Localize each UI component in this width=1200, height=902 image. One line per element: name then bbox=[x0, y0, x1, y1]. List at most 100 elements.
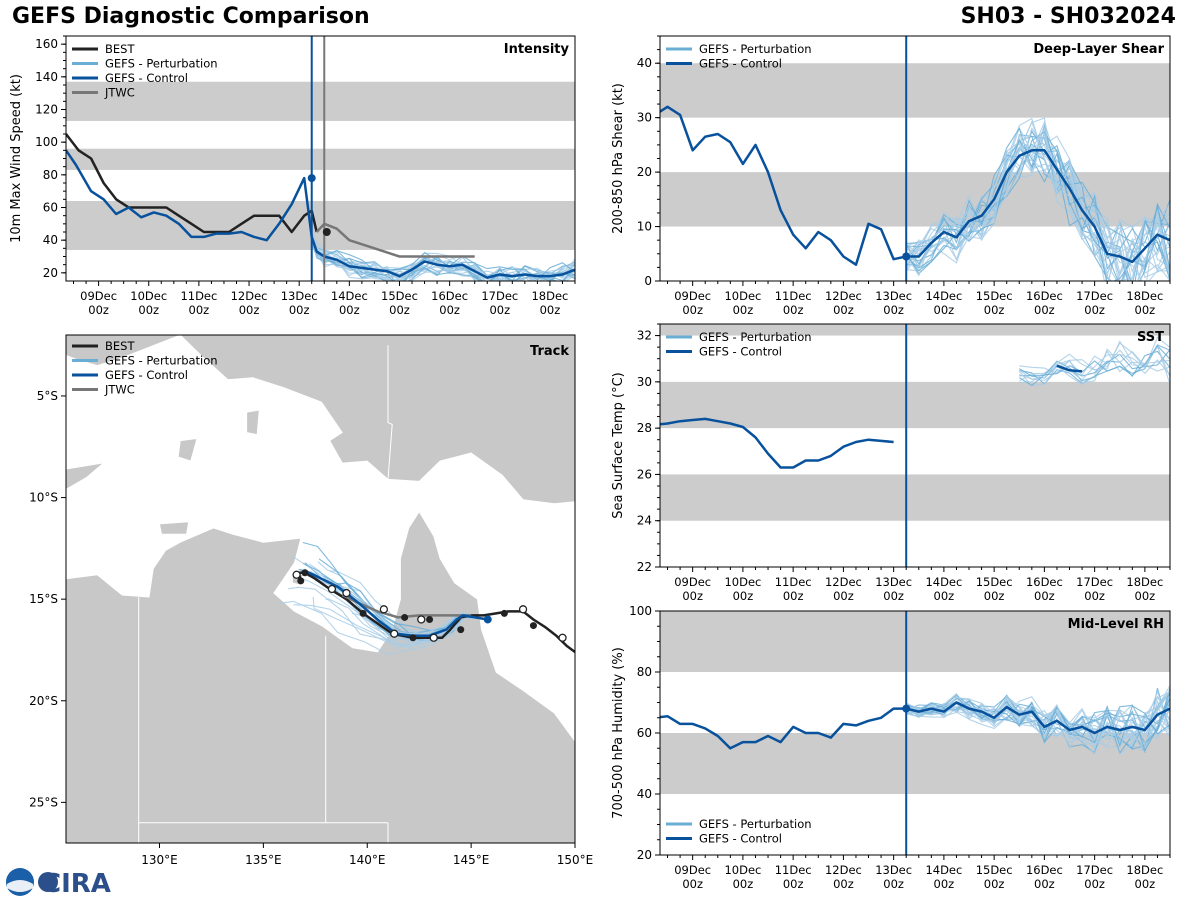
sst-xtick-label: 00z bbox=[1135, 589, 1156, 603]
rh-xtick-label: 16Dec bbox=[1026, 863, 1063, 877]
sst-xtick-label: 10Dec bbox=[724, 575, 761, 589]
rh-ytick-label: 20 bbox=[637, 848, 652, 862]
sst-xtick-label: 00z bbox=[1034, 589, 1055, 603]
sst-perturbation-member bbox=[1019, 344, 1170, 387]
shear-xtick-label: 17Dec bbox=[1076, 289, 1113, 303]
shear-legend-label: GEFS - Perturbation bbox=[699, 42, 812, 56]
shear-xtick-label: 16Dec bbox=[1026, 289, 1063, 303]
rh-xtick-label: 00z bbox=[934, 877, 955, 891]
intensity-xtick-label: 00z bbox=[239, 303, 260, 317]
shear-xtick-label: 18Dec bbox=[1126, 289, 1163, 303]
rh-xtick-label: 00z bbox=[1135, 877, 1156, 891]
storm-id: SH03 - SH032024 bbox=[960, 4, 1176, 29]
cira-logo-text: CIRA bbox=[42, 869, 111, 898]
sst-xtick-label: 16Dec bbox=[1026, 575, 1063, 589]
intensity-perturbation-member bbox=[311, 241, 575, 281]
rh-panel: 2040608010009Dec00z10Dec00z11Dec00z12Dec… bbox=[611, 604, 1171, 891]
rh-xtick-label: 18Dec bbox=[1126, 863, 1163, 877]
sst-ytick-label: 24 bbox=[637, 514, 652, 528]
shear-xtick-label: 00z bbox=[1034, 303, 1055, 317]
track-best-point-open bbox=[417, 615, 426, 624]
intensity-band-2 bbox=[66, 81, 575, 121]
rh-plot-area bbox=[660, 611, 1170, 794]
intensity-perturbation-member bbox=[311, 237, 575, 280]
sst-xtick-label: 17Dec bbox=[1076, 575, 1113, 589]
intensity-xtick-label: 17Dec bbox=[481, 289, 518, 303]
shear-series-gefs-control bbox=[660, 105, 907, 266]
rh-series-gefs-control-forecast- bbox=[905, 701, 1170, 735]
shear-xtick-label: 00z bbox=[1135, 303, 1156, 317]
track-best-point-open bbox=[390, 629, 399, 638]
shear-xtick-label: 00z bbox=[984, 303, 1005, 317]
shear-xtick-label: 12Dec bbox=[825, 289, 862, 303]
track-best-point bbox=[426, 615, 434, 623]
track-best bbox=[297, 571, 575, 654]
rh-xtick-label: 13Dec bbox=[875, 863, 912, 877]
border-png bbox=[387, 345, 393, 480]
intensity-xtick-label: 00z bbox=[339, 303, 360, 317]
shear-xtick-label: 00z bbox=[883, 303, 904, 317]
sst-frame bbox=[659, 323, 1171, 568]
sst-ytick-label: 30 bbox=[637, 375, 652, 389]
sst-xtick-label: 12Dec bbox=[825, 575, 862, 589]
shear-xtick-label: 14Dec bbox=[925, 289, 962, 303]
track-control-init bbox=[483, 615, 492, 624]
sst-title: SST bbox=[1137, 330, 1164, 345]
rh-xtick-label: 00z bbox=[682, 877, 703, 891]
shear-ytick-label: 40 bbox=[637, 56, 652, 70]
sst-ylabel: Sea Surface Temp (°C) bbox=[611, 372, 626, 519]
shear-xtick-label: 00z bbox=[833, 303, 854, 317]
sst-legend-label: GEFS - Control bbox=[699, 345, 782, 359]
shear-series-gefs-control-forecast- bbox=[906, 149, 1170, 264]
track-xtick-label: 145°E bbox=[453, 853, 490, 867]
intensity-xtick-label: 13Dec bbox=[281, 289, 318, 303]
shear-ytick-label: 30 bbox=[637, 111, 652, 125]
track-map-area bbox=[66, 335, 575, 843]
track-best-point-open bbox=[327, 584, 337, 594]
figure-title: GEFS Diagnostic Comparison bbox=[12, 4, 370, 29]
rh-perturbation-member bbox=[906, 700, 1170, 748]
rh-xtick-label: 00z bbox=[883, 877, 904, 891]
track-xtick-label: 140°E bbox=[349, 853, 386, 867]
intensity-ytick-label: 140 bbox=[35, 70, 58, 84]
track-perturbation-member bbox=[280, 600, 488, 655]
rh-xtick-label: 11Dec bbox=[775, 863, 812, 877]
intensity-xtick-label: 00z bbox=[389, 303, 410, 317]
track-best-point bbox=[529, 622, 537, 630]
shear-perturbation-member bbox=[905, 141, 1170, 277]
land-tanimbar bbox=[177, 438, 198, 462]
rh-xtick-label: 00z bbox=[1084, 877, 1105, 891]
track-xtick-label: 135°E bbox=[245, 853, 282, 867]
sst-band-1 bbox=[660, 381, 1170, 429]
track-best-point-open bbox=[558, 633, 567, 642]
sst-xtick-label: 00z bbox=[883, 589, 904, 603]
shear-xtick-label: 13Dec bbox=[875, 289, 912, 303]
intensity-xtick-label: 00z bbox=[189, 303, 210, 317]
rh-legend-label: GEFS - Perturbation bbox=[699, 817, 812, 831]
land-aru bbox=[246, 409, 260, 436]
shear-band-1 bbox=[660, 63, 1170, 118]
shear-xtick-label: 00z bbox=[1084, 303, 1105, 317]
intensity-ytick-label: 20 bbox=[43, 266, 58, 280]
intensity-xtick-label: 18Dec bbox=[531, 289, 568, 303]
track-title: Track bbox=[530, 344, 569, 359]
track-best-point-open bbox=[379, 605, 389, 614]
sst-ytick-label: 28 bbox=[637, 421, 652, 435]
intensity-xtick-label: 00z bbox=[489, 303, 510, 317]
track-best-point-open bbox=[429, 633, 438, 642]
rh-ytick-label: 40 bbox=[637, 787, 652, 801]
track-ytick-label: 20°S bbox=[29, 694, 58, 708]
track-best-point bbox=[401, 613, 409, 621]
cira-globe-icon bbox=[38, 872, 58, 892]
sst-band-2 bbox=[660, 324, 1170, 336]
intensity-xtick-label: 00z bbox=[540, 303, 561, 317]
intensity-panel: 2040608010012014016009Dec00z10Dec00z11De… bbox=[9, 35, 576, 317]
sst-xtick-label: 00z bbox=[1084, 589, 1105, 603]
sst-xtick-label: 00z bbox=[833, 589, 854, 603]
track-xtick-label: 150°E bbox=[557, 853, 594, 867]
track-panel: 130°E 135°E 140°E 145°E 150°E 5°S 10°S 15°S 20°S… bbox=[29, 334, 594, 867]
sst-legend-label: GEFS - Perturbation bbox=[699, 330, 812, 344]
land-melville-island bbox=[159, 521, 190, 535]
sst-perturbation-member bbox=[1019, 343, 1170, 385]
intensity-ytick-label: 120 bbox=[35, 103, 58, 117]
